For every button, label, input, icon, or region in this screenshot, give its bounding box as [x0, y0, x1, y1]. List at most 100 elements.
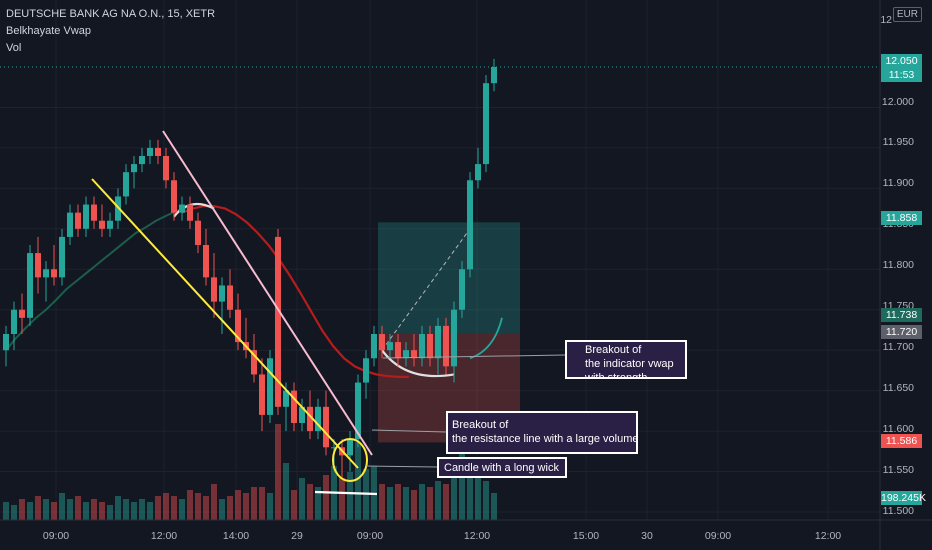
annotation-long-wick[interactable]: Candle with a long wick: [437, 457, 567, 478]
candle-body: [355, 382, 361, 440]
time-tick: 09:00: [42, 530, 70, 542]
volume-bar: [443, 484, 449, 520]
volume-bar: [163, 493, 169, 520]
candle-body: [203, 245, 209, 278]
annotation-vwap-breakout[interactable]: Breakout of the indicator vwap with stre…: [565, 340, 687, 379]
candle-body: [195, 220, 201, 245]
volume-bar: [139, 499, 145, 520]
candle-body: [379, 334, 385, 351]
bar-countdown: 11:53: [888, 69, 915, 81]
volume-bar: [67, 499, 73, 520]
volume-bar: [155, 496, 161, 520]
volume-bar: [11, 505, 17, 520]
entry-price-badge: 11.720: [881, 325, 922, 339]
volume-bar: [403, 487, 409, 520]
candle-body: [11, 309, 17, 334]
candle-body: [75, 212, 81, 229]
volume-bar: [315, 487, 321, 520]
candle-body: [371, 334, 377, 359]
candle-body: [59, 236, 65, 278]
price-tick: 11.650: [882, 382, 914, 394]
volume-bar: [91, 499, 97, 520]
volume-bar: [395, 484, 401, 520]
candle-body: [451, 309, 457, 367]
candle-body: [291, 390, 297, 423]
candle-body: [211, 277, 217, 302]
price-tick: 11.600: [882, 423, 914, 435]
time-tick: 12:00: [814, 530, 842, 542]
volume-legend[interactable]: Vol: [6, 42, 22, 54]
volume-bar: [291, 490, 297, 520]
volume-bar: [483, 481, 489, 520]
volume-bar: [259, 487, 265, 520]
candle-body: [123, 172, 129, 197]
candle-body: [251, 350, 257, 375]
volume-bar: [123, 499, 129, 520]
trade-path-line: [381, 228, 471, 351]
volume-bar: [59, 493, 65, 520]
price-tick: 11.950: [882, 136, 914, 148]
volume-bar: [267, 493, 273, 520]
candle-body: [107, 220, 113, 229]
price-tick: 11.550: [882, 464, 914, 476]
candle-body: [131, 164, 137, 173]
volume-bar: [171, 496, 177, 520]
annotation-resistance-breakout[interactable]: Breakout of the resistance line with a l…: [446, 411, 638, 454]
candle-body: [411, 350, 417, 359]
volume-bar: [51, 502, 57, 520]
callout-line: [371, 429, 447, 433]
candle-body: [219, 285, 225, 302]
candle-body: [419, 334, 425, 359]
volume-bar: [387, 487, 393, 520]
take-profit-badge: 11.858: [881, 211, 922, 225]
candle-body: [299, 406, 305, 423]
candle-body: [387, 342, 393, 351]
time-tick: 09:00: [356, 530, 384, 542]
volume-bar: [427, 487, 433, 520]
price-tick: 11.700: [882, 341, 914, 353]
candle-body: [83, 204, 89, 229]
currency-badge[interactable]: EUR: [892, 7, 922, 22]
annotation-line: Breakout of: [452, 419, 509, 431]
volume-bar: [411, 490, 417, 520]
last-price-badge: 12.050 11:53: [881, 54, 922, 82]
annotation-line: Candle with a long wick: [444, 462, 559, 474]
volume-bar: [347, 472, 353, 520]
callout-line: [365, 465, 438, 468]
time-tick: 12:00: [463, 530, 491, 542]
candle-body: [67, 212, 73, 237]
volume-bar: [459, 454, 465, 520]
last-price-value: 12.050: [885, 55, 918, 67]
volume-bar: [451, 466, 457, 520]
candle-body: [179, 204, 185, 213]
candle-body: [323, 406, 329, 448]
volume-bar: [107, 505, 113, 520]
candle-body: [427, 334, 433, 359]
vwap-white-segment: [381, 349, 455, 378]
price-tick: 11.900: [882, 177, 914, 189]
time-tick: 29: [291, 530, 303, 542]
volume-bar: [283, 463, 289, 520]
volume-bar: [251, 487, 257, 520]
annotation-line: Breakout of: [585, 344, 642, 356]
candle-body: [235, 309, 241, 343]
volume-bars: [3, 424, 497, 520]
volume-bar: [187, 490, 193, 520]
stop-loss-badge: 11.586: [881, 434, 922, 448]
symbol-legend[interactable]: DEUTSCHE BANK AG NA O.N., 15, XETR: [6, 8, 216, 20]
candle-body: [147, 147, 153, 156]
candle-body: [259, 374, 265, 415]
volume-bar: [43, 499, 49, 520]
candle-body: [19, 309, 25, 318]
volume-bar: [379, 484, 385, 520]
volume-bar: [467, 463, 473, 520]
candle-body: [187, 204, 193, 221]
indicator-legend[interactable]: Belkhayate Vwap: [6, 25, 91, 37]
take-profit-zone: [378, 222, 520, 334]
price-tick: 11.500: [882, 505, 914, 517]
candlesticks: [3, 58, 497, 480]
candle-body: [475, 164, 481, 181]
volume-bar: [203, 496, 209, 520]
time-tick: 09:00: [704, 530, 732, 542]
